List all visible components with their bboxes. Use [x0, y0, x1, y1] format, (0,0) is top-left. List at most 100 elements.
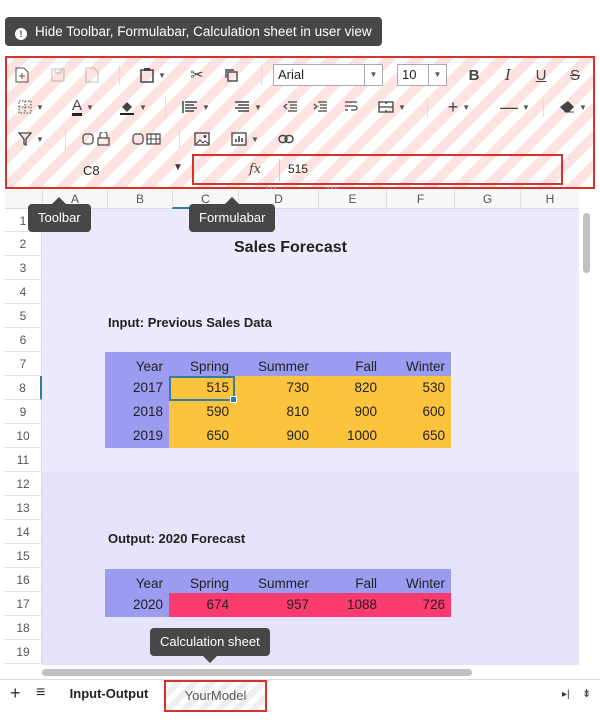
forecast-cell[interactable]: 726: [383, 593, 451, 617]
insert-icon[interactable]: + ▼: [447, 96, 471, 117]
collapse-icon[interactable]: ⇟: [582, 688, 592, 700]
increase-indent-icon[interactable]: [309, 91, 331, 123]
header-cell[interactable]: Spring: [169, 569, 235, 593]
value-cell[interactable]: 820: [315, 376, 383, 400]
header-cell[interactable]: Summer: [235, 352, 315, 376]
row-header[interactable]: 13: [5, 496, 42, 520]
value-cell[interactable]: 590: [169, 400, 235, 424]
value-cell[interactable]: 900: [235, 424, 315, 448]
lock-cell-icon[interactable]: [79, 123, 115, 155]
value-cell[interactable]: 515: [169, 376, 235, 400]
value-cell[interactable]: 530: [383, 376, 451, 400]
value-cell[interactable]: 650: [169, 424, 235, 448]
value-cell[interactable]: 650: [383, 424, 451, 448]
borders-icon[interactable]: ▼: [11, 91, 51, 123]
strikethrough-button[interactable]: S: [569, 66, 580, 84]
paste-icon[interactable]: ▼: [133, 59, 173, 91]
namebox[interactable]: C8 ▼: [7, 154, 191, 187]
year-cell[interactable]: 2018: [105, 400, 169, 424]
row-header[interactable]: 6: [5, 328, 42, 352]
column-header[interactable]: H: [520, 190, 579, 209]
year-cell[interactable]: 2019: [105, 424, 169, 448]
header-cell[interactable]: Fall: [315, 352, 383, 376]
row-header[interactable]: 17: [5, 592, 42, 616]
column-header[interactable]: E: [318, 190, 386, 209]
delete-icon[interactable]: — ▼: [500, 96, 530, 117]
row-header[interactable]: 10: [5, 424, 42, 448]
decrease-indent-icon[interactable]: [279, 91, 301, 123]
tab-input-output[interactable]: Input-Output: [69, 686, 149, 701]
chevron-down-icon[interactable]: ▼: [173, 162, 183, 173]
align-vertical-icon[interactable]: ▼: [227, 91, 269, 123]
bold-button[interactable]: B: [468, 66, 480, 84]
value-cell[interactable]: 730: [235, 376, 315, 400]
clear-icon[interactable]: ▼: [553, 91, 593, 123]
column-header[interactable]: B: [107, 190, 172, 209]
row-header[interactable]: 9: [5, 400, 42, 424]
formula-input[interactable]: 515: [288, 162, 309, 176]
font-size-select[interactable]: 10 ▼: [397, 64, 447, 86]
pdf-icon[interactable]: [81, 59, 103, 91]
protect-sheet-icon[interactable]: [129, 123, 165, 155]
row-header[interactable]: 7: [5, 352, 42, 376]
scroll-tabs-icon[interactable]: ▸|: [562, 689, 570, 700]
value-cell[interactable]: 1000: [315, 424, 383, 448]
sheet-grid[interactable]: Sales Forecast Input: Previous Sales Dat…: [42, 209, 579, 665]
merge-cells-icon[interactable]: ▼: [371, 91, 413, 123]
image-icon[interactable]: [191, 123, 213, 155]
row-header[interactable]: 11: [5, 448, 42, 472]
row-header[interactable]: 16: [5, 568, 42, 592]
italic-button[interactable]: I: [505, 66, 511, 84]
header-cell[interactable]: Year: [105, 569, 169, 593]
column-header[interactable]: G: [454, 190, 520, 209]
row-header[interactable]: 4: [5, 280, 42, 304]
scrollbar-thumb[interactable]: [42, 669, 472, 676]
row-header[interactable]: 2: [5, 232, 42, 256]
column-header[interactable]: F: [386, 190, 454, 209]
row-header[interactable]: 3: [5, 256, 42, 280]
row-header[interactable]: 19: [5, 640, 42, 664]
row-header[interactable]: 12: [5, 472, 42, 496]
value-cell[interactable]: 600: [383, 400, 451, 424]
row-header[interactable]: 15: [5, 544, 42, 568]
column-header[interactable]: A: [42, 190, 107, 209]
sheet-list-icon[interactable]: ≡: [36, 684, 46, 701]
year-cell[interactable]: 2020: [105, 593, 169, 617]
value-cell[interactable]: 810: [235, 400, 315, 424]
cut-icon[interactable]: ✂: [190, 67, 204, 84]
font-family-select[interactable]: Arial ▼: [273, 64, 383, 86]
add-sheet-icon[interactable]: +: [10, 683, 21, 703]
filter-icon[interactable]: ▼: [11, 123, 51, 155]
row-header[interactable]: 18: [5, 616, 42, 640]
underline-button[interactable]: U: [535, 66, 547, 84]
header-cell[interactable]: Summer: [235, 569, 315, 593]
header-cell[interactable]: Fall: [315, 569, 383, 593]
horizontal-scrollbar[interactable]: [42, 667, 579, 679]
row-header[interactable]: 14: [5, 520, 42, 544]
header-cell[interactable]: Year: [105, 352, 169, 376]
scrollbar-thumb[interactable]: [583, 213, 590, 273]
link-icon[interactable]: [275, 123, 297, 155]
header-cell[interactable]: Spring: [169, 352, 235, 376]
save-icon[interactable]: [47, 59, 69, 91]
align-horizontal-icon[interactable]: ▼: [175, 91, 217, 123]
tab-yourmodel[interactable]: YourModel: [164, 680, 267, 712]
year-cell[interactable]: 2017: [105, 376, 169, 400]
forecast-cell[interactable]: 674: [169, 593, 235, 617]
new-icon[interactable]: [11, 59, 33, 91]
forecast-cell[interactable]: 1088: [315, 593, 383, 617]
vertical-scrollbar[interactable]: [580, 209, 595, 665]
row-header[interactable]: 5: [5, 304, 42, 328]
font-color-icon[interactable]: A ▼: [72, 97, 94, 116]
header-cell[interactable]: Winter: [383, 352, 451, 376]
resize-handle-icon[interactable]: •••: [266, 183, 278, 192]
header-cell[interactable]: Winter: [383, 569, 451, 593]
resize-handle-icon[interactable]: •••: [327, 183, 339, 192]
chart-icon[interactable]: ▼: [225, 123, 265, 155]
forecast-cell[interactable]: 957: [235, 593, 315, 617]
formula-bar[interactable]: fx 515: [192, 154, 563, 185]
selected-cell-outline[interactable]: [169, 376, 237, 403]
copy-icon[interactable]: [219, 59, 243, 91]
fill-color-icon[interactable]: ▼: [113, 91, 153, 123]
row-header[interactable]: 8: [5, 376, 42, 400]
